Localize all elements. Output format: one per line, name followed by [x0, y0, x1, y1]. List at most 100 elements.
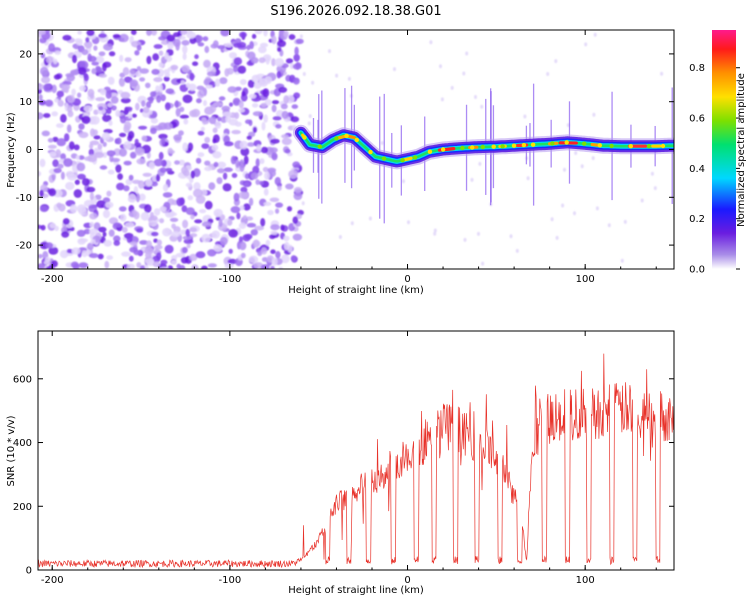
noise-speckle [248, 119, 253, 127]
noise-speckle [156, 252, 162, 260]
spectrogram-ytick-label: -20 [16, 241, 32, 252]
noise-speckle [653, 186, 657, 191]
noise-speckle [60, 114, 67, 123]
noise-speckle [189, 177, 194, 184]
signal-blob [412, 155, 418, 160]
noise-speckle [158, 62, 164, 68]
noise-speckle [163, 76, 170, 82]
noise-speckle [546, 72, 550, 76]
noise-speckle [111, 105, 117, 111]
noise-speckle [146, 55, 152, 65]
spectrogram-ytick-label: 0 [26, 145, 32, 156]
noise-speckle [147, 96, 155, 102]
signal-blob [582, 141, 587, 146]
signal-blob [597, 143, 602, 148]
noise-speckle [285, 58, 294, 64]
noise-speckle [246, 222, 257, 228]
noise-speckle [213, 101, 223, 107]
noise-speckle [79, 85, 87, 92]
noise-speckle [129, 79, 139, 87]
noise-speckle [201, 265, 208, 269]
noise-speckle [39, 189, 44, 197]
noise-speckle [188, 83, 197, 92]
noise-speckle [178, 130, 184, 136]
colorbar-ticks: 0.0 0.2 0.4 0.6 0.8 [689, 63, 740, 276]
noise-speckle [229, 52, 237, 59]
noise-speckle [115, 109, 121, 117]
noise-speckle [271, 35, 277, 45]
noise-speckle [214, 78, 221, 87]
snr-ytick-label: 400 [13, 438, 32, 449]
noise-speckle [43, 83, 51, 92]
noise-speckle [228, 229, 239, 238]
noise-speckle [154, 244, 163, 250]
noise-speckle [70, 69, 79, 75]
noise-speckle [116, 137, 122, 145]
noise-speckle [242, 215, 248, 220]
noise-speckle [182, 219, 189, 229]
noise-speckle [139, 265, 146, 269]
colorbar-label: Normalized spectral amplitude [736, 73, 747, 227]
noise-speckle [108, 51, 116, 57]
noise-speckle [146, 240, 152, 249]
noise-speckle [271, 257, 278, 266]
noise-speckle [53, 167, 62, 174]
noise-speckle [164, 52, 169, 60]
noise-speckle [197, 90, 205, 99]
spectrogram-xtick-label: -200 [41, 274, 64, 285]
noise-speckle [227, 86, 237, 93]
noise-speckle [173, 32, 181, 38]
noise-speckle [462, 71, 466, 76]
noise-speckle [263, 114, 269, 123]
noise-speckle [91, 61, 99, 66]
noise-speckle [263, 188, 269, 196]
noise-speckle [39, 158, 46, 168]
noise-speckle [278, 266, 284, 269]
noise-speckle [120, 97, 131, 104]
noise-speckle [156, 95, 162, 103]
noise-speckle [240, 186, 248, 193]
signal-blob [628, 144, 633, 149]
noise-speckle [181, 64, 190, 73]
noise-speckle [38, 99, 46, 106]
noise-speckle [293, 192, 303, 201]
noise-speckle [38, 253, 43, 259]
signal-blob [470, 145, 475, 150]
noise-speckle [103, 43, 113, 51]
noise-speckle [182, 45, 188, 54]
noise-speckle [254, 30, 263, 35]
noise-speckle [450, 85, 454, 90]
noise-speckle [328, 49, 331, 54]
noise-speckle [131, 30, 137, 36]
noise-speckle [217, 168, 225, 174]
noise-speckle [113, 240, 121, 246]
noise-speckle [136, 228, 144, 233]
noise-speckle [158, 50, 164, 56]
noise-speckle [128, 193, 137, 203]
signal-blob [646, 144, 652, 149]
noise-speckle [126, 234, 133, 244]
snr-ytick-label: 200 [13, 502, 32, 513]
spectrogram-xtick-label: 100 [576, 274, 595, 285]
noise-speckle [555, 235, 559, 240]
signal-blob [460, 145, 465, 151]
noise-speckle [124, 57, 132, 63]
noise-speckle [76, 162, 86, 172]
noise-speckle [49, 222, 56, 229]
noise-speckle [219, 77, 228, 85]
noise-speckle [592, 112, 596, 117]
noise-speckle [193, 188, 203, 198]
noise-speckle [119, 54, 124, 63]
noise-speckle [650, 171, 654, 176]
noise-speckle [165, 88, 175, 94]
noise-speckle [204, 160, 211, 166]
noise-speckle [350, 221, 354, 226]
noise-speckle [151, 181, 158, 187]
noise-speckle [182, 235, 192, 240]
noise-speckle [123, 141, 132, 150]
noise-speckle [196, 98, 202, 104]
signal-blob [511, 143, 517, 148]
noise-speckle [108, 217, 119, 225]
noise-speckle [94, 151, 105, 159]
